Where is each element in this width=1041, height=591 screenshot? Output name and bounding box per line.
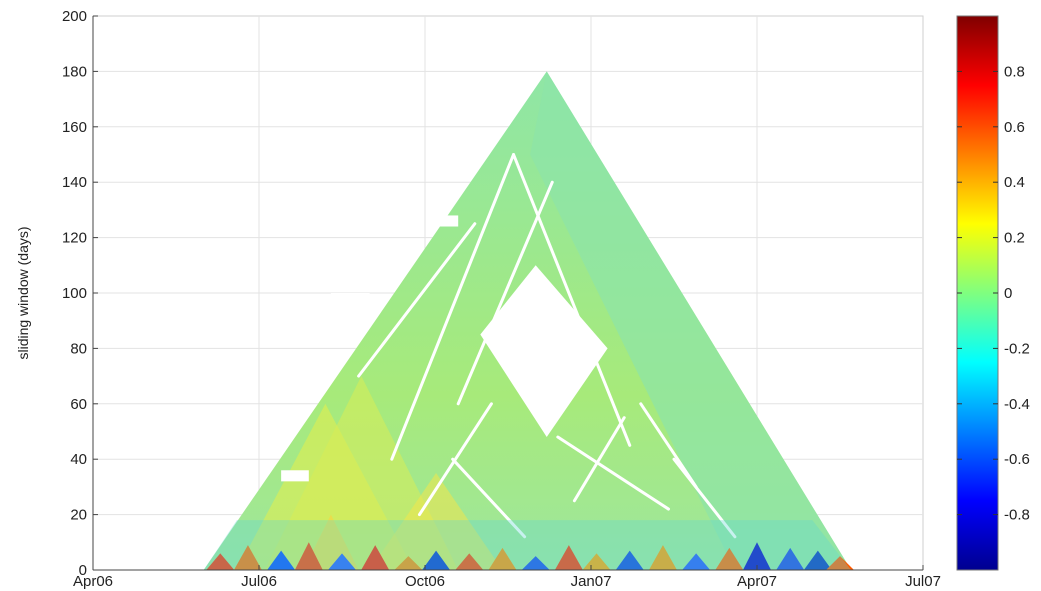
y-tick-label: 120 — [62, 230, 87, 247]
extreme-value-spike — [615, 550, 644, 570]
masked-streak — [456, 180, 554, 406]
extreme-value-spike — [715, 547, 744, 570]
extreme-value-spike — [394, 556, 423, 570]
y-axis-label: sliding window (days) — [15, 226, 31, 359]
extreme-value-spike — [455, 553, 484, 570]
y-tick-label: 80 — [70, 340, 87, 357]
masked-streak — [672, 457, 737, 539]
extreme-value-spike — [803, 550, 832, 570]
x-tick-label: Jul07 — [905, 573, 941, 590]
masked-streak — [390, 153, 516, 461]
extreme-value-spike — [206, 553, 235, 570]
y-tick-label: 20 — [70, 507, 87, 524]
y-tick-label: 40 — [70, 451, 87, 468]
masked-notch — [436, 215, 459, 227]
masked-notch — [342, 259, 365, 271]
extreme-value-spike — [521, 556, 550, 570]
extreme-value-spike — [422, 550, 451, 570]
colorbar-tick-label: -0.6 — [1004, 451, 1030, 468]
masked-streak — [417, 402, 493, 517]
low-window-band — [203, 520, 852, 570]
extreme-value-spike — [294, 542, 323, 570]
y-tick-label: 0 — [79, 562, 87, 579]
masked-region — [480, 265, 608, 438]
masked-streak — [572, 416, 626, 503]
masked-notch — [281, 470, 309, 482]
axes: Apr06 Jul06 Oct06 Jan07 Apr07 Jul07 0 20 40 60 80 1… — [62, 8, 941, 590]
colorbar-tick-label: -0.4 — [1004, 396, 1030, 413]
colorbar-tick-label: 0.4 — [1004, 174, 1025, 191]
x-tick-label: Jul06 — [241, 573, 277, 590]
heatmap-marks — [203, 71, 854, 570]
x-tick-label: Oct06 — [405, 573, 445, 590]
y-tick-label: 200 — [62, 8, 87, 25]
y-tick-label: 100 — [62, 285, 87, 302]
y-tick-label: 160 — [62, 119, 87, 136]
colorbar-tick-label: -0.8 — [1004, 507, 1030, 524]
colorbar-tick-label: 0 — [1004, 285, 1012, 302]
colorbar-tick-label: -0.2 — [1004, 340, 1030, 357]
x-tick-label: Apr07 — [737, 573, 777, 590]
masked-streak — [357, 222, 477, 378]
extreme-value-spike — [743, 542, 771, 570]
y-tick-label: 140 — [62, 174, 87, 191]
x-tick-label: Apr06 — [73, 573, 113, 590]
warm-region — [303, 514, 359, 570]
masked-notch — [330, 293, 370, 307]
x-tick-label: Jan07 — [571, 573, 612, 590]
cool-band — [530, 71, 852, 570]
extreme-value-spike — [682, 553, 711, 570]
extreme-value-spike — [328, 553, 356, 570]
colorbar-tick-label: 0.8 — [1004, 63, 1025, 80]
colorbar-tick-label: 0.2 — [1004, 230, 1025, 247]
warm-region — [369, 473, 503, 570]
masked-streak — [512, 153, 632, 447]
extreme-value-spike — [776, 547, 805, 570]
extreme-value-spike — [233, 545, 262, 570]
extreme-value-spike — [488, 547, 517, 570]
extreme-value-spike — [582, 553, 611, 570]
extreme-value-spike — [361, 545, 390, 570]
masked-streak — [556, 435, 670, 511]
extreme-value-spike — [267, 550, 296, 570]
extreme-value-spike — [648, 545, 677, 570]
masked-streak — [639, 402, 698, 489]
y-tick-label: 180 — [62, 63, 87, 80]
extreme-value-spike — [554, 545, 583, 570]
y-tick-label: 60 — [70, 396, 87, 413]
colorbar-tick-label: 0.6 — [1004, 119, 1025, 136]
colorbar: 0.8 0.6 0.4 0.2 0 -0.2 -0.4 -0.6 -0.8 — [956, 15, 1030, 571]
extreme-value-spike — [826, 556, 854, 570]
masked-streak — [451, 457, 527, 539]
